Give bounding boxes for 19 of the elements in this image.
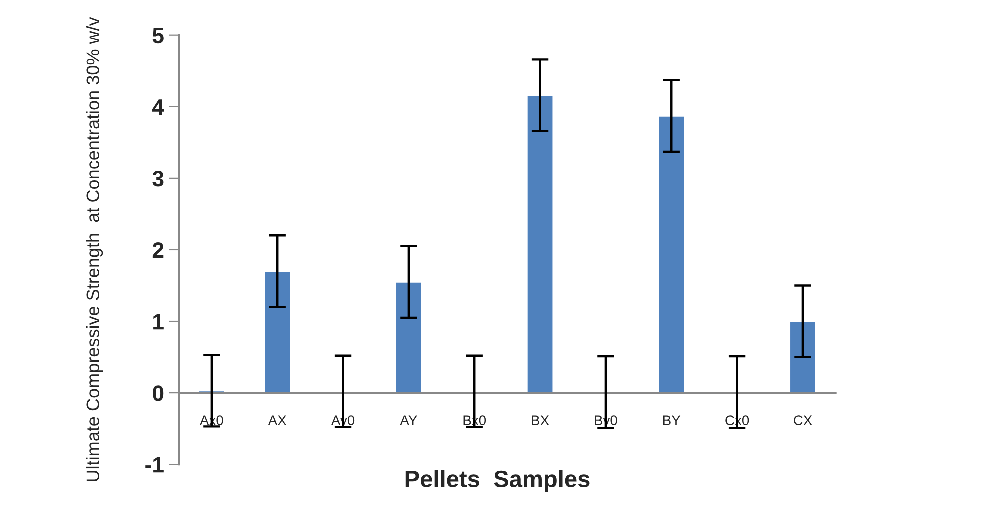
bar (789, 320, 817, 394)
bar (526, 94, 554, 394)
x-tick-label: CX (794, 416, 812, 426)
x-tick-label: AX (268, 416, 287, 426)
y-tick-label: 1 (154, 314, 164, 330)
y-tick-label: 4 (152, 100, 164, 115)
x-tick-label: AY (400, 416, 418, 426)
y-tick-label: 5 (152, 28, 164, 44)
bar (658, 115, 686, 394)
x-tick-label: BX (532, 416, 550, 426)
x-tick-label: BY (664, 416, 681, 426)
bar (395, 281, 423, 394)
y-axis-title: Ultimate Compressive Strength at Concentration 30% w/v (86, 17, 104, 482)
y-tick-label: 0 (153, 386, 164, 402)
bar (264, 270, 292, 394)
y-tick-label: 2 (152, 242, 164, 258)
y-tick-label: 3 (152, 170, 164, 187)
y-tick-label: -1 (146, 457, 164, 473)
x-axis-title: Pellets Samples (406, 470, 590, 492)
